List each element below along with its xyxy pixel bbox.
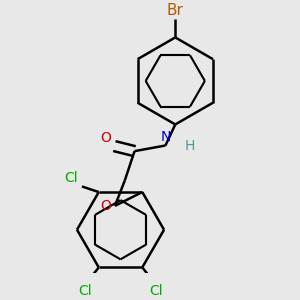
Text: O: O	[101, 131, 112, 145]
Text: Cl: Cl	[149, 284, 163, 298]
Text: N: N	[160, 130, 171, 144]
Text: Br: Br	[167, 3, 184, 18]
Text: Cl: Cl	[78, 284, 92, 298]
Text: Cl: Cl	[64, 171, 78, 185]
Text: O: O	[100, 199, 111, 213]
Text: H: H	[185, 139, 196, 152]
